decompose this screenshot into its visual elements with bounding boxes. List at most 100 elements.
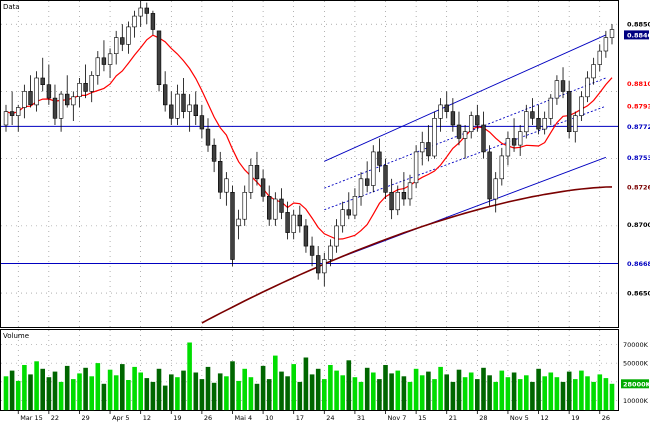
volume-bar — [456, 369, 462, 410]
volume-bar — [107, 369, 113, 410]
volume-bar — [144, 378, 150, 410]
candle-up — [328, 245, 333, 260]
x-axis-tick-label: 26 — [204, 414, 212, 422]
volume-bar — [279, 371, 284, 410]
volume-bar — [77, 373, 82, 410]
candle-down — [456, 124, 462, 139]
volume-bar — [101, 383, 107, 411]
candle-up — [334, 225, 339, 247]
candle-down — [193, 104, 198, 117]
volume-bar — [211, 382, 217, 410]
candle-down — [254, 165, 260, 180]
volume-bar — [132, 366, 137, 410]
ma-slow-line — [201, 186, 613, 324]
volume-bar — [603, 378, 609, 410]
volume-bar — [383, 365, 388, 410]
volume-bar — [322, 379, 327, 410]
price-axis-label-box — [624, 288, 649, 298]
candle-up — [413, 151, 419, 184]
candle-down — [28, 91, 33, 106]
candle-down — [279, 198, 284, 213]
volume-bar — [517, 379, 523, 410]
volume-bar — [28, 374, 33, 410]
candle-up — [358, 178, 364, 197]
candle-down — [285, 212, 290, 233]
volume-bar — [224, 376, 229, 411]
candle-up — [22, 91, 27, 108]
candle-down — [120, 37, 125, 45]
volume-bar — [505, 377, 511, 410]
x-axis-tick-label: 31 — [357, 414, 365, 422]
candle-down — [536, 118, 541, 130]
volume-bar — [542, 376, 547, 411]
ma-fast-line — [5, 34, 613, 240]
candle-up — [438, 104, 443, 119]
volume-bar — [291, 364, 296, 410]
volume-bar — [481, 367, 486, 410]
volume-bar — [58, 381, 64, 410]
price-axis-label-box — [624, 78, 649, 88]
volume-bar — [113, 375, 119, 410]
price-axis-label-box — [624, 182, 649, 192]
x-axis-tick-label: 24 — [326, 414, 334, 422]
price-axis-label-box — [624, 19, 649, 29]
candle-up — [242, 192, 247, 220]
candle-up — [462, 131, 468, 139]
volume-bar — [9, 370, 15, 410]
candle-up — [340, 209, 345, 227]
candle-down — [530, 111, 535, 119]
candle-down — [52, 97, 58, 119]
candle-down — [303, 225, 309, 247]
candle-down — [156, 30, 162, 85]
volume-bar — [413, 368, 419, 411]
x-axis-tick-label: 12 — [143, 414, 151, 422]
price-axis-label: 0.8772 — [627, 123, 650, 131]
candle-up — [3, 111, 9, 126]
volume-bar — [236, 380, 241, 410]
volume-bar — [285, 376, 290, 411]
candle-down — [389, 192, 394, 211]
volume-bar — [273, 355, 278, 410]
price-axis-label: 0.8810 — [627, 80, 650, 88]
candle-up — [273, 198, 278, 220]
candle-up — [107, 53, 113, 65]
volume-bar — [309, 374, 315, 410]
x-axis-tick-label: 21 — [449, 414, 457, 422]
volume-bar — [175, 377, 180, 410]
price-axis-label-box — [624, 259, 649, 268]
volume-last-value-label: 28000K — [623, 380, 650, 388]
volume-bar — [462, 377, 468, 410]
candle-up — [89, 75, 94, 92]
candle-down — [199, 115, 205, 130]
volume-bar — [364, 367, 370, 410]
volume-bar — [548, 372, 554, 410]
price-axis-label: 0.8850 — [627, 21, 650, 29]
channel-lower-line — [324, 156, 607, 264]
candle-down — [566, 91, 572, 133]
price-axis-label: 0.8753 — [627, 154, 650, 162]
candle-up — [591, 64, 596, 79]
volume-bar — [352, 377, 358, 410]
candle-down — [169, 104, 174, 119]
volume-bar — [346, 360, 352, 410]
volume-bar — [395, 370, 401, 410]
price-axis-label: 0.8846 — [627, 31, 650, 39]
candle-up — [499, 155, 504, 180]
candle-up — [585, 77, 590, 98]
candle-down — [377, 151, 382, 166]
volume-bar — [511, 372, 517, 410]
price-panel-title: Data — [3, 3, 20, 11]
volume-bar — [193, 372, 199, 410]
candle-up — [138, 7, 143, 17]
volume-bar — [242, 368, 247, 411]
volume-bar — [499, 370, 505, 410]
volume-bar — [260, 365, 266, 410]
volume-bar — [609, 383, 615, 411]
x-axis-tick-label: 15 — [418, 414, 426, 422]
price-axis-label: 0.8726 — [627, 183, 650, 191]
volume-bar — [15, 380, 21, 410]
candle-up — [573, 115, 578, 132]
volume-bar — [566, 371, 572, 410]
